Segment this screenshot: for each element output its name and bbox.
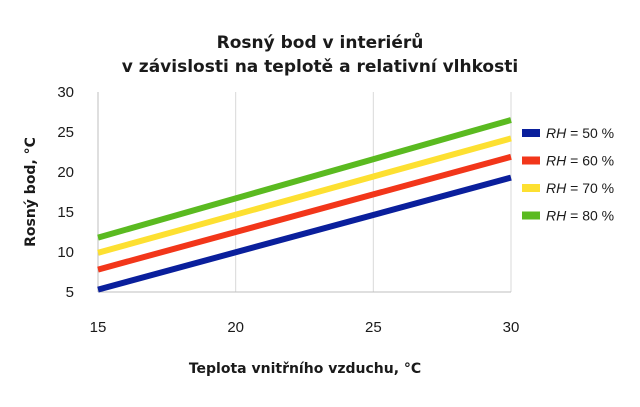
legend-var: RH xyxy=(546,125,567,141)
legend-swatch-3 xyxy=(522,184,540,192)
x-axis-label: Teplota vnitřního vzduchu, °C xyxy=(189,361,421,377)
series-lines xyxy=(97,117,512,293)
legend-swatch-2 xyxy=(522,156,540,165)
legend-value: = 80 % xyxy=(566,208,614,224)
series-line-rh-80 xyxy=(97,117,512,241)
chart-subtitle: v závislosti na teplotě a relativní vlhk… xyxy=(122,57,518,77)
chart-title: Rosný bod v interiérů xyxy=(217,31,424,53)
x-tick-15: 15 xyxy=(90,319,107,336)
series-line-rh-50 xyxy=(97,174,512,293)
legend-var: RH xyxy=(546,153,567,169)
y-axis-label: Rosný bod, °C xyxy=(23,137,39,247)
legend-var: RH xyxy=(546,180,567,196)
x-tick-labels: 15 20 25 30 xyxy=(90,319,520,336)
legend-value: = 50 % xyxy=(566,125,614,141)
y-tick-30: 30 xyxy=(57,84,74,101)
y-tick-10: 10 xyxy=(57,244,74,261)
legend-label-2: RH = 60 % xyxy=(546,153,614,169)
series-line-rh-70 xyxy=(97,135,512,256)
y-tick-15: 15 xyxy=(57,204,74,221)
legend-value: = 60 % xyxy=(566,153,614,169)
legend: RH = 50 %RH = 60 %RH = 70 %RH = 80 % xyxy=(522,125,614,224)
legend-label-4: RH = 80 % xyxy=(546,208,614,224)
x-tick-20: 20 xyxy=(227,319,244,336)
axes xyxy=(97,92,511,293)
legend-swatch-4 xyxy=(522,211,540,220)
legend-label-3: RH = 70 % xyxy=(546,180,614,196)
legend-value: = 70 % xyxy=(566,180,614,196)
legend-swatch-1 xyxy=(522,129,540,137)
series-line-rh-60 xyxy=(97,153,512,273)
legend-label-1: RH = 50 % xyxy=(546,125,614,141)
y-tick-20: 20 xyxy=(57,164,74,181)
legend-var: RH xyxy=(546,208,567,224)
y-tick-25: 25 xyxy=(57,124,74,141)
y-tick-5: 5 xyxy=(66,284,74,301)
x-tick-30: 30 xyxy=(503,319,520,336)
y-tick-labels: 5 10 15 20 25 30 xyxy=(57,84,74,301)
x-tick-25: 25 xyxy=(365,319,382,336)
